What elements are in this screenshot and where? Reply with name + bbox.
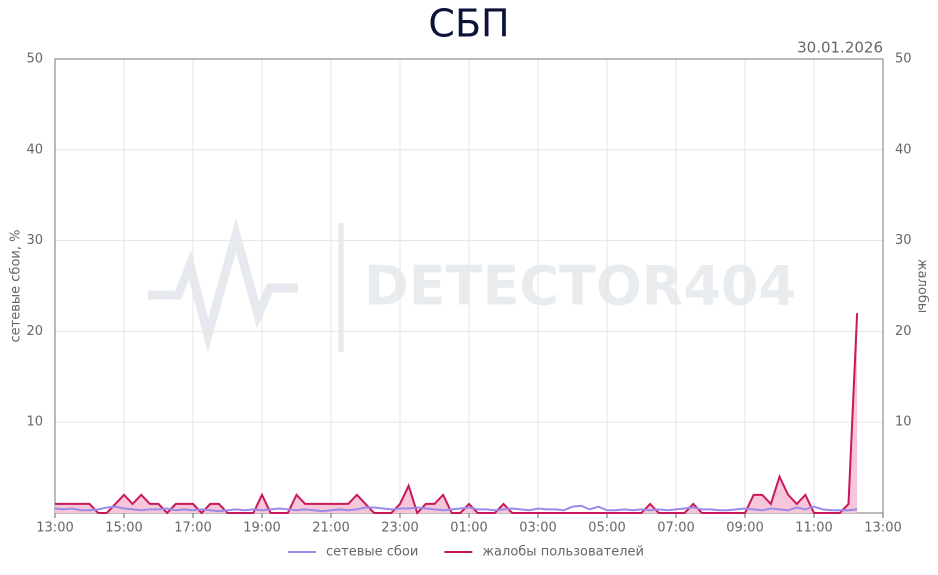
x-tick-label: 01:00: [450, 521, 487, 536]
y-tick-label: 40: [26, 142, 43, 157]
x-tick-label: 15:00: [105, 521, 142, 536]
y-tick-label: 10: [26, 415, 43, 430]
x-tick-label: 09:00: [726, 521, 763, 536]
watermark-logo: [148, 218, 344, 353]
area: [55, 313, 858, 513]
y2-tick-label: 30: [895, 233, 912, 248]
x-tick-label: 03:00: [519, 521, 556, 536]
x-tick-label: 19:00: [243, 521, 280, 536]
x-tick-label: 23:00: [381, 521, 418, 536]
x-tick-label: 05:00: [588, 521, 625, 536]
watermark: DETECTOR404: [364, 255, 796, 318]
x-tick-label: 17:00: [174, 521, 211, 536]
line: [55, 313, 859, 515]
legend-label: сетевые сбои: [326, 545, 418, 560]
y-axis-label: сетевые сбои, %: [9, 230, 24, 343]
y2-tick-label: 20: [895, 324, 912, 339]
y-tick-label: 50: [26, 52, 43, 67]
y-tick-label: 30: [26, 233, 43, 248]
line: [54, 504, 858, 513]
date: 30.01.2026: [797, 39, 883, 57]
x-tick-label: 13:00: [36, 521, 73, 536]
x-tick-label: 11:00: [795, 521, 832, 536]
y2-tick-label: 50: [895, 52, 912, 67]
y2-axis-label: жалобы: [915, 259, 930, 313]
legend-label: жалобы пользователей: [482, 545, 644, 560]
x-tick-label: 13:00: [864, 521, 901, 536]
x-tick-label: 21:00: [312, 521, 349, 536]
x-tick-label: 07:00: [657, 521, 694, 536]
y-tick-label: 20: [26, 324, 43, 339]
y2-tick-label: 10: [895, 415, 912, 430]
chart-title: СБП: [428, 2, 509, 46]
y2-tick-label: 40: [895, 142, 912, 157]
